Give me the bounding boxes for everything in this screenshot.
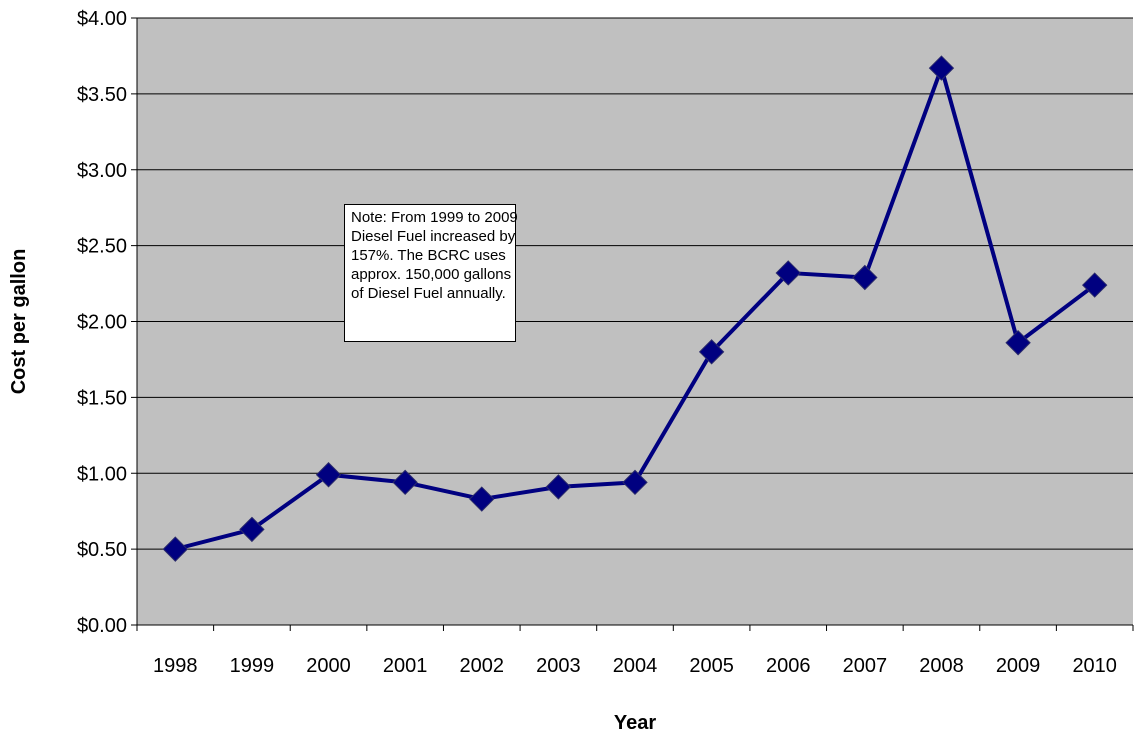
annotation-line: of Diesel Fuel annually. [351,285,506,302]
annotation-line: 157%. The BCRC uses [351,247,506,264]
x-axis-ticks: 1998 1999 2000 2001 2002 2003 2004 2005 2006 2007… [136,625,1134,677]
x-tick-label: 1998 [153,655,198,677]
data-point-marker [392,469,418,496]
y-tick-label: $2.00 [77,312,127,334]
x-axis-title: Year [614,712,656,734]
data-point-marker [469,486,495,512]
y-axis-ticks: $0.00 $0.50 $1.00 $1.50 $2.00 $2.50 $3.00 $3.50… [77,8,137,637]
data-point-marker [545,474,572,500]
x-tick-label: 2007 [843,655,888,677]
data-point-marker [852,264,878,291]
y-tick-label: $0.00 [77,615,127,637]
x-tick-label: 2003 [536,655,581,677]
x-tick-label: 2006 [766,655,811,677]
data-point-marker [1081,272,1108,298]
y-tick-label: $3.00 [77,160,127,182]
data-point-marker [1005,330,1031,356]
series-layer [162,55,1108,562]
x-tick-label: 2009 [996,655,1041,677]
x-tick-label: 2002 [460,655,505,677]
data-point-marker [162,536,189,562]
y-tick-label: $1.50 [77,387,127,409]
annotation-line: approx. 150,000 gallons [351,266,512,283]
x-tick-label: 2001 [383,655,428,677]
annotation-note: Note: From 1999 to 2009 Diesel Fuel incr… [344,204,518,342]
x-tick-label: 2004 [613,655,658,677]
annotation-line: Note: From 1999 to 2009 [351,209,518,226]
y-axis-title: Cost per gallon [8,249,30,395]
x-tick-label: 2010 [1072,655,1117,677]
data-point-marker [775,260,801,286]
annotation-line: Diesel Fuel increased by [351,228,516,245]
data-point-marker [622,469,648,496]
x-tick-label: 2005 [689,655,734,677]
x-tick-label: 2008 [919,655,964,677]
x-tick-label: 2000 [306,655,351,677]
y-tick-label: $3.50 [77,84,127,106]
y-tick-label: $4.00 [77,8,127,30]
y-tick-label: $0.50 [77,539,127,561]
y-tick-label: $2.50 [77,236,127,258]
data-point-marker [698,339,725,365]
data-point-marker [239,516,265,543]
data-point-marker [315,462,342,488]
y-tick-label: $1.00 [77,463,127,485]
x-tick-label: 1999 [230,655,275,677]
data-point-marker [928,55,955,81]
